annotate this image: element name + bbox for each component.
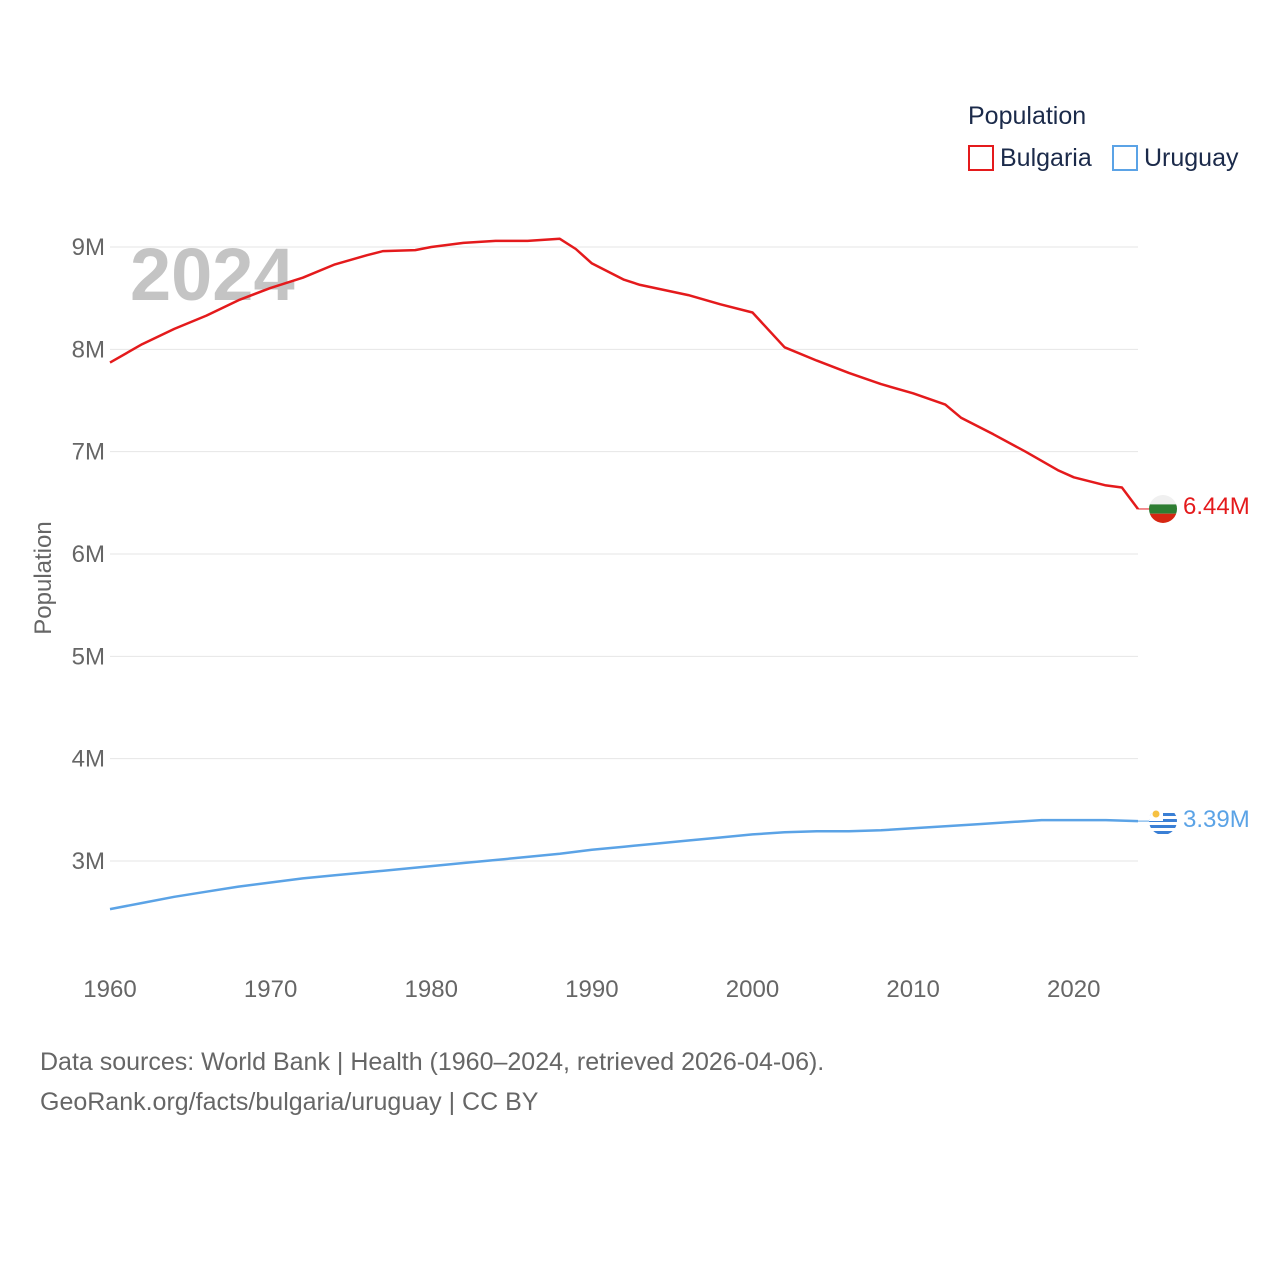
x-axis-ticks: 1960 1970 1980 1990 2000 2010 2020: [83, 976, 1100, 1003]
y-tick-label: 9M: [72, 234, 105, 261]
x-tick-label: 1960: [83, 976, 136, 1003]
y-tick-label: 5M: [72, 643, 105, 670]
y-axis-ticks: 9M 8M 7M 6M 5M 4M 3M: [72, 234, 105, 875]
series-lines: [109, 237, 1140, 911]
gridlines: [110, 246, 1138, 862]
legend-swatch-bulgaria: [968, 145, 994, 171]
y-tick-label: 8M: [72, 336, 105, 363]
footer-sources: Data sources: World Bank | Health (1960–…: [40, 1048, 825, 1076]
footer: Data sources: World Bank | Health (1960–…: [40, 1042, 824, 1122]
legend-label-bulgaria: Bulgaria: [1000, 144, 1092, 172]
series-line-bulgaria[interactable]: [109, 237, 1140, 510]
y-axis-title: Population: [30, 521, 57, 634]
end-value-label-uruguay: 3.39M: [1183, 806, 1250, 833]
legend-label-uruguay: Uruguay: [1144, 144, 1239, 172]
x-tick-label: 2010: [886, 976, 939, 1003]
footer-attribution[interactable]: GeoRank.org/facts/bulgaria/uruguay | CC …: [40, 1088, 539, 1116]
bulgaria-flag-icon: [1149, 495, 1177, 523]
legend-item-uruguay[interactable]: Uruguay: [1112, 144, 1239, 172]
y-tick-label: 4M: [72, 746, 105, 773]
y-tick-label: 7M: [72, 439, 105, 466]
series-line-uruguay[interactable]: [109, 818, 1139, 911]
legend: Population Bulgaria Uruguay: [968, 102, 1239, 172]
legend-item-bulgaria[interactable]: Bulgaria: [968, 144, 1092, 172]
x-tick-label: 1990: [565, 976, 618, 1003]
y-tick-label: 3M: [72, 848, 105, 875]
series-end-markers: [1138, 508, 1150, 822]
year-label: 2024: [130, 233, 295, 316]
x-tick-label: 1970: [244, 976, 297, 1003]
end-value-label-bulgaria: 6.44M: [1183, 493, 1250, 520]
uruguay-flag-icon: [1149, 807, 1177, 835]
legend-swatch-uruguay: [1112, 145, 1138, 171]
y-tick-label: 6M: [72, 541, 105, 568]
x-tick-label: 2000: [726, 976, 779, 1003]
x-tick-label: 1980: [405, 976, 458, 1003]
x-tick-label: 2020: [1047, 976, 1100, 1003]
legend-title: Population: [968, 102, 1086, 130]
